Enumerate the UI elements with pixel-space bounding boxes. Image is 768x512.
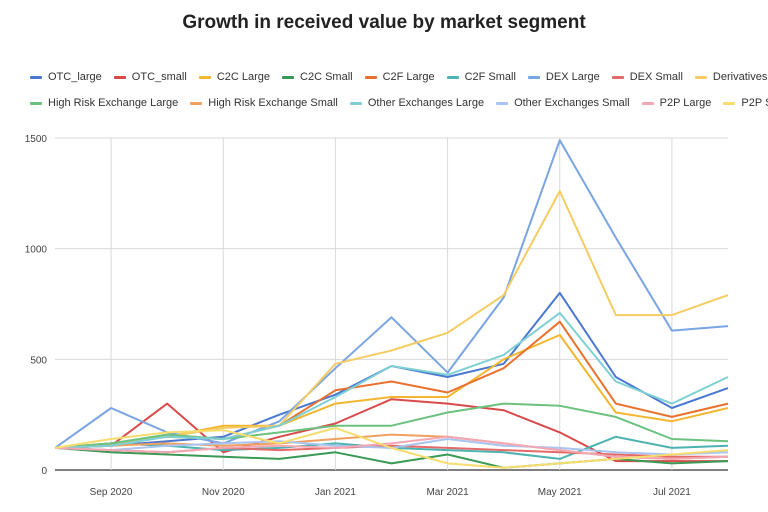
legend-label: Derivatives Large: [712, 71, 768, 83]
legend-swatch: [723, 101, 736, 105]
legend-swatch: [30, 101, 42, 105]
y-tick-label: 1000: [25, 245, 48, 256]
x-tick-label: Nov 2020: [202, 487, 245, 498]
legend-label: C2F Small: [464, 71, 516, 83]
legend-swatch: [496, 101, 509, 105]
series-line-dex-large: [54, 139, 729, 449]
legend-row: OTC_large OTC_small C2C Large C2C Small C2F …: [30, 64, 768, 90]
legend-item: OTC_small: [113, 71, 187, 83]
series-line-derivatives-large: [54, 190, 729, 449]
legend-label: C2C Large: [216, 71, 271, 83]
legend-row: High Risk Exchange Large High Risk Exchan…: [30, 90, 768, 116]
chart-title: Growth in received value by market segme…: [182, 12, 586, 33]
series-line-p2p-large: [54, 435, 729, 460]
y-tick-label: 500: [30, 355, 47, 366]
x-tick-label: Jan 2021: [315, 487, 357, 498]
legend-label: P2P Small: [741, 97, 768, 109]
grid-layer: [55, 137, 728, 471]
legend-item: DEX Small: [611, 71, 683, 83]
series-line-c2f-large: [54, 320, 729, 449]
legend-item: OTC_large: [30, 71, 102, 83]
legend-label: P2P Large: [659, 97, 712, 109]
series-line-otc-small: [54, 398, 728, 463]
legend-swatch: [527, 75, 540, 79]
legend-swatch: [113, 75, 126, 79]
legend-swatch: [198, 75, 211, 79]
legend-swatch: [694, 75, 707, 79]
legend-item: C2F Small: [446, 71, 516, 83]
legend-item: High Risk Exchange Large: [30, 97, 178, 109]
legend-label: Other Exchanges Large: [367, 97, 485, 109]
y-tick-label: 1500: [25, 134, 48, 145]
legend-item: High Risk Exchange Small: [190, 97, 338, 109]
legend-swatch: [282, 75, 295, 79]
x-tick-label: May 2021: [538, 487, 582, 498]
legend-item: C2C Large: [198, 71, 271, 83]
legend-item: C2C Small: [282, 71, 353, 83]
series-line-high-risk-exchange-large: [54, 402, 729, 449]
legend-item: P2P Large: [641, 97, 712, 109]
legend-swatch: [30, 75, 42, 79]
legend-swatch: [641, 101, 654, 105]
legend-label: Other Exchanges Small: [514, 97, 630, 109]
series-layer: [54, 139, 729, 469]
legend-swatch: [446, 75, 459, 79]
legend-swatch: [190, 101, 203, 105]
x-tick-label: Jul 2021: [653, 487, 691, 498]
legend-label: DEX Large: [545, 71, 600, 83]
legend-label: C2F Large: [382, 71, 435, 83]
series-line-p2p-small: [54, 426, 729, 469]
legend-item: Other Exchanges Small: [496, 97, 630, 109]
chart-legend: OTC_large OTC_small C2C Large C2C Small C2F …: [30, 64, 768, 116]
legend-label: High Risk Exchange Large: [48, 97, 179, 109]
legend-label: OTC_large: [48, 71, 102, 83]
legend-swatch: [611, 75, 624, 79]
legend-item: Other Exchanges Large: [349, 97, 485, 109]
y-tick-label: 0: [41, 466, 47, 477]
legend-item: DEX Large: [527, 71, 600, 83]
legend-swatch: [349, 101, 362, 105]
x-tick-label: Sep 2020: [90, 487, 133, 498]
legend-label: C2C Small: [300, 71, 353, 83]
legend-item: P2P Small: [723, 97, 768, 109]
legend-label: OTC_small: [131, 71, 187, 83]
legend-item: Derivatives Large: [694, 71, 768, 83]
legend-item: C2F Large: [364, 71, 435, 83]
series-line-c2c-large: [54, 334, 729, 449]
legend-label: High Risk Exchange Small: [208, 97, 338, 109]
x-tick-label: Mar 2021: [426, 487, 469, 498]
axis-layer: 0 500 1000 1500 Sep 2020 Nov 2020 Jan 2021 Mar …: [25, 134, 692, 498]
legend-swatch: [364, 75, 377, 79]
series-line-other-exchanges-large: [54, 311, 729, 449]
legend-label: DEX Small: [629, 71, 683, 83]
series-line-otc-large: [54, 291, 729, 449]
